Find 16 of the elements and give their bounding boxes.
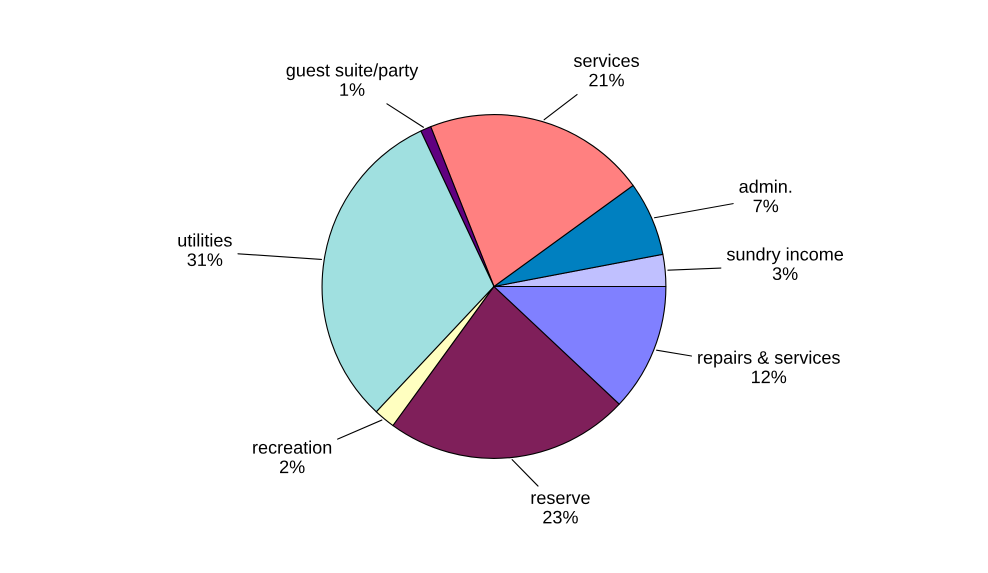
data-label: 1% [340, 83, 364, 96]
data-label: 3% [772, 267, 798, 280]
slice-label: reserve [532, 494, 590, 504]
data-label: 7% [754, 200, 778, 212]
data-label: 31% [187, 253, 222, 266]
data-label: 23% [543, 510, 578, 524]
slice-label: sundry income [726, 247, 844, 264]
slice-label: admin. [739, 180, 792, 193]
data-label: 21% [589, 74, 624, 86]
slice-label: guest suite/party [286, 63, 418, 80]
slice-label: utilities [178, 233, 232, 247]
data-label: 12% [752, 370, 786, 384]
slice-label: recreation [253, 440, 332, 454]
data-label: 2% [280, 460, 305, 474]
slice-label: repairs & services [698, 350, 840, 368]
slice-label: services [574, 54, 639, 68]
